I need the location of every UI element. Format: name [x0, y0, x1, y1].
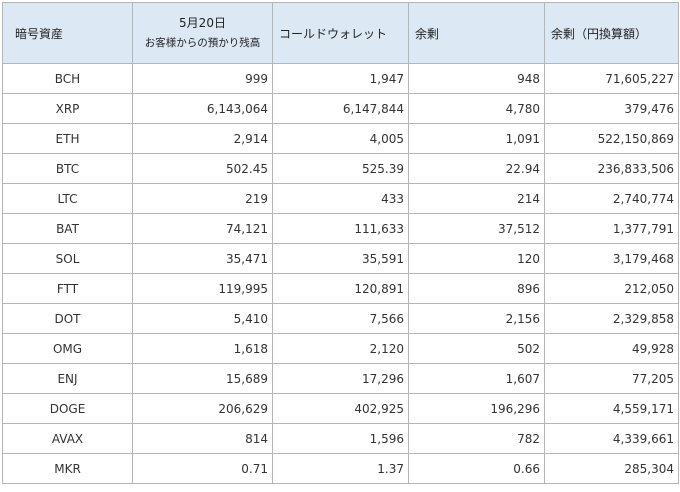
reserve-table: 暗号資産 5月20日 お客様からの預かり残高 コールドウォレット 余剰 余剰（円… — [2, 2, 679, 484]
cell-surplus: 1,091 — [408, 123, 545, 154]
table-row: SOL 35,471 35,591 120 3,179,468 — [2, 243, 679, 274]
header-row: 暗号資産 5月20日 お客様からの預かり残高 コールドウォレット 余剰 余剰（円… — [2, 2, 679, 64]
cell-deposit: 74,121 — [132, 213, 273, 244]
table-body: BCH 999 1,947 948 71,605,227 XRP 6,143,064 6,14… — [2, 63, 679, 484]
cell-deposit: 814 — [132, 423, 273, 454]
cell-asset: ETH — [2, 123, 133, 154]
cell-deposit: 0.71 — [132, 453, 273, 484]
table-row: AVAX 814 1,596 782 4,339,661 — [2, 423, 679, 454]
cell-deposit: 206,629 — [132, 393, 273, 424]
cell-surplus-jpy: 4,339,661 — [544, 423, 679, 454]
table-row: BCH 999 1,947 948 71,605,227 — [2, 63, 679, 94]
cell-surplus-jpy: 1,377,791 — [544, 213, 679, 244]
cell-asset: SOL — [2, 243, 133, 274]
cell-asset: ENJ — [2, 363, 133, 394]
cell-deposit: 15,689 — [132, 363, 273, 394]
cell-deposit: 219 — [132, 183, 273, 214]
header-asset: 暗号資産 — [2, 2, 133, 64]
cell-surplus: 196,296 — [408, 393, 545, 424]
cell-cold-wallet: 35,591 — [272, 243, 409, 274]
header-date: 5月20日 — [179, 16, 226, 30]
cell-cold-wallet: 2,120 — [272, 333, 409, 364]
cell-asset: OMG — [2, 333, 133, 364]
cell-asset: FTT — [2, 273, 133, 304]
header-surplus-jpy: 余剰（円換算額） — [544, 2, 679, 64]
cell-surplus-jpy: 212,050 — [544, 273, 679, 304]
cell-surplus-jpy: 2,329,858 — [544, 303, 679, 334]
cell-cold-wallet: 1.37 — [272, 453, 409, 484]
cell-asset: XRP — [2, 93, 133, 124]
cell-deposit: 6,143,064 — [132, 93, 273, 124]
cell-surplus-jpy: 71,605,227 — [544, 63, 679, 94]
cell-cold-wallet: 1,947 — [272, 63, 409, 94]
header-deposit: 5月20日 お客様からの預かり残高 — [132, 2, 273, 64]
cell-deposit: 2,914 — [132, 123, 273, 154]
cell-surplus: 0.66 — [408, 453, 545, 484]
cell-deposit: 119,995 — [132, 273, 273, 304]
cell-deposit: 999 — [132, 63, 273, 94]
header-surplus: 余剰 — [408, 2, 545, 64]
table-row: BTC 502.45 525.39 22.94 236,833,506 — [2, 153, 679, 184]
cell-deposit: 502.45 — [132, 153, 273, 184]
cell-surplus: 948 — [408, 63, 545, 94]
reserve-table-container: 暗号資産 5月20日 お客様からの預かり残高 コールドウォレット 余剰 余剰（円… — [2, 2, 679, 484]
cell-surplus-jpy: 49,928 — [544, 333, 679, 364]
cell-cold-wallet: 17,296 — [272, 363, 409, 394]
cell-surplus: 22.94 — [408, 153, 545, 184]
cell-surplus-jpy: 2,740,774 — [544, 183, 679, 214]
cell-asset: DOGE — [2, 393, 133, 424]
cell-asset: BCH — [2, 63, 133, 94]
cell-surplus: 2,156 — [408, 303, 545, 334]
table-row: DOGE 206,629 402,925 196,296 4,559,171 — [2, 393, 679, 424]
cell-asset: BTC — [2, 153, 133, 184]
cell-asset: LTC — [2, 183, 133, 214]
cell-surplus: 4,780 — [408, 93, 545, 124]
cell-deposit: 1,618 — [132, 333, 273, 364]
cell-surplus: 896 — [408, 273, 545, 304]
table-row: ETH 2,914 4,005 1,091 522,150,869 — [2, 123, 679, 154]
cell-surplus: 214 — [408, 183, 545, 214]
cell-cold-wallet: 111,633 — [272, 213, 409, 244]
cell-asset: DOT — [2, 303, 133, 334]
cell-surplus-jpy: 3,179,468 — [544, 243, 679, 274]
table-row: LTC 219 433 214 2,740,774 — [2, 183, 679, 214]
cell-surplus-jpy: 4,559,171 — [544, 393, 679, 424]
table-row: DOT 5,410 7,566 2,156 2,329,858 — [2, 303, 679, 334]
cell-cold-wallet: 4,005 — [272, 123, 409, 154]
cell-cold-wallet: 6,147,844 — [272, 93, 409, 124]
cell-surplus-jpy: 379,476 — [544, 93, 679, 124]
cell-surplus-jpy: 522,150,869 — [544, 123, 679, 154]
table-header: 暗号資産 5月20日 お客様からの預かり残高 コールドウォレット 余剰 余剰（円… — [2, 2, 679, 64]
header-deposit-label: お客様からの預かり残高 — [144, 37, 261, 49]
cell-asset: BAT — [2, 213, 133, 244]
table-row: ENJ 15,689 17,296 1,607 77,205 — [2, 363, 679, 394]
cell-surplus: 120 — [408, 243, 545, 274]
cell-deposit: 35,471 — [132, 243, 273, 274]
cell-surplus-jpy: 77,205 — [544, 363, 679, 394]
cell-cold-wallet: 525.39 — [272, 153, 409, 184]
table-row: OMG 1,618 2,120 502 49,928 — [2, 333, 679, 364]
cell-surplus-jpy: 236,833,506 — [544, 153, 679, 184]
table-row: MKR 0.71 1.37 0.66 285,304 — [2, 453, 679, 484]
table-row: FTT 119,995 120,891 896 212,050 — [2, 273, 679, 304]
cell-cold-wallet: 433 — [272, 183, 409, 214]
cell-cold-wallet: 120,891 — [272, 273, 409, 304]
cell-surplus: 502 — [408, 333, 545, 364]
cell-cold-wallet: 1,596 — [272, 423, 409, 454]
cell-deposit: 5,410 — [132, 303, 273, 334]
cell-cold-wallet: 7,566 — [272, 303, 409, 334]
header-cold-wallet: コールドウォレット — [272, 2, 409, 64]
cell-asset: AVAX — [2, 423, 133, 454]
table-row: BAT 74,121 111,633 37,512 1,377,791 — [2, 213, 679, 244]
cell-surplus: 782 — [408, 423, 545, 454]
cell-surplus-jpy: 285,304 — [544, 453, 679, 484]
cell-surplus: 37,512 — [408, 213, 545, 244]
table-row: XRP 6,143,064 6,147,844 4,780 379,476 — [2, 93, 679, 124]
cell-asset: MKR — [2, 453, 133, 484]
cell-cold-wallet: 402,925 — [272, 393, 409, 424]
cell-surplus: 1,607 — [408, 363, 545, 394]
